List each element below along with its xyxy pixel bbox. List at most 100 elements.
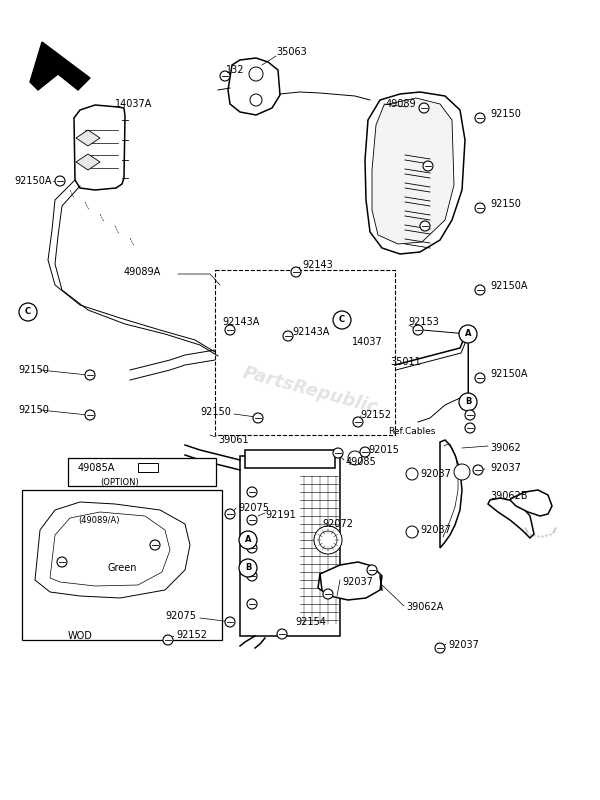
FancyBboxPatch shape (245, 450, 335, 468)
Circle shape (225, 617, 235, 627)
Text: 35063: 35063 (276, 47, 307, 57)
Text: B: B (245, 563, 251, 573)
Text: 49089: 49089 (386, 99, 416, 109)
Text: 92075: 92075 (165, 611, 196, 621)
Text: 92152: 92152 (176, 630, 207, 640)
Text: 92150A: 92150A (490, 281, 527, 291)
Circle shape (277, 629, 287, 639)
Polygon shape (30, 42, 90, 90)
Circle shape (314, 526, 342, 554)
Text: 92143A: 92143A (292, 327, 329, 337)
Circle shape (459, 393, 477, 411)
Polygon shape (74, 105, 125, 190)
Polygon shape (365, 92, 465, 254)
Text: 14037: 14037 (352, 337, 383, 347)
Circle shape (225, 325, 235, 335)
Text: 92150: 92150 (490, 109, 521, 119)
Circle shape (465, 410, 475, 420)
Circle shape (249, 67, 263, 81)
Text: 92150: 92150 (18, 405, 49, 415)
Polygon shape (228, 58, 280, 115)
Circle shape (291, 267, 301, 277)
Text: 14037A: 14037A (115, 99, 152, 109)
Text: 92037: 92037 (420, 469, 451, 479)
Text: 92150A: 92150A (490, 369, 527, 379)
Bar (215, 270, 395, 435)
Text: 39062A: 39062A (406, 602, 443, 612)
Circle shape (85, 410, 95, 420)
Circle shape (475, 373, 485, 383)
Text: PartsRepublic: PartsRepublic (241, 363, 380, 417)
Circle shape (475, 113, 485, 123)
Bar (138, 463, 158, 472)
Circle shape (475, 203, 485, 213)
Circle shape (406, 468, 418, 480)
Bar (240, 456, 340, 636)
Polygon shape (488, 498, 534, 538)
Text: 49089A: 49089A (124, 267, 161, 277)
Circle shape (413, 325, 423, 335)
Text: 92150: 92150 (18, 365, 49, 375)
Circle shape (247, 599, 257, 609)
Polygon shape (372, 98, 454, 244)
Circle shape (19, 303, 37, 321)
Circle shape (333, 311, 351, 329)
Circle shape (247, 515, 257, 525)
Text: 92150: 92150 (490, 199, 521, 209)
Circle shape (247, 543, 257, 553)
FancyBboxPatch shape (68, 458, 216, 486)
Text: 92152: 92152 (360, 410, 391, 420)
Text: 92150: 92150 (200, 407, 231, 417)
Text: 49085: 49085 (346, 457, 377, 467)
Circle shape (225, 509, 235, 519)
Circle shape (423, 161, 433, 171)
Bar (22, 490, 222, 640)
Circle shape (319, 531, 337, 549)
Circle shape (420, 221, 430, 231)
Circle shape (367, 565, 377, 575)
Text: 39061: 39061 (218, 435, 248, 445)
Text: 92037: 92037 (448, 640, 479, 650)
Circle shape (323, 589, 333, 599)
Circle shape (253, 413, 263, 423)
Text: 92037: 92037 (420, 525, 451, 535)
Text: 92154: 92154 (295, 617, 326, 627)
Text: 92015: 92015 (368, 445, 399, 455)
Circle shape (419, 103, 429, 113)
Text: 35011: 35011 (390, 357, 421, 367)
Circle shape (239, 559, 257, 577)
Polygon shape (35, 502, 190, 598)
Circle shape (353, 417, 363, 427)
Circle shape (473, 465, 483, 475)
Polygon shape (76, 154, 100, 170)
Text: 39062: 39062 (490, 443, 521, 453)
Polygon shape (440, 440, 462, 548)
Circle shape (163, 635, 173, 645)
Circle shape (220, 71, 230, 81)
Circle shape (475, 285, 485, 295)
Circle shape (465, 423, 475, 433)
Circle shape (360, 447, 370, 457)
Text: (OPTION): (OPTION) (100, 478, 139, 486)
Text: 92143: 92143 (302, 260, 333, 270)
Circle shape (406, 526, 418, 538)
Circle shape (150, 540, 160, 550)
Text: WOD: WOD (68, 631, 93, 641)
Text: C: C (339, 315, 345, 325)
Polygon shape (76, 130, 100, 146)
Polygon shape (510, 490, 552, 516)
Text: 92153: 92153 (408, 317, 439, 327)
Text: A: A (465, 330, 471, 338)
Circle shape (55, 176, 65, 186)
Text: 49085A: 49085A (78, 463, 115, 473)
Circle shape (247, 571, 257, 581)
Circle shape (348, 451, 362, 465)
Text: B: B (465, 398, 471, 406)
Text: 39062B: 39062B (490, 491, 527, 501)
Text: (49089/A): (49089/A) (78, 515, 119, 525)
Circle shape (250, 94, 262, 106)
Text: 92037: 92037 (342, 577, 373, 587)
Polygon shape (50, 512, 170, 586)
Circle shape (239, 531, 257, 549)
Circle shape (57, 557, 67, 567)
